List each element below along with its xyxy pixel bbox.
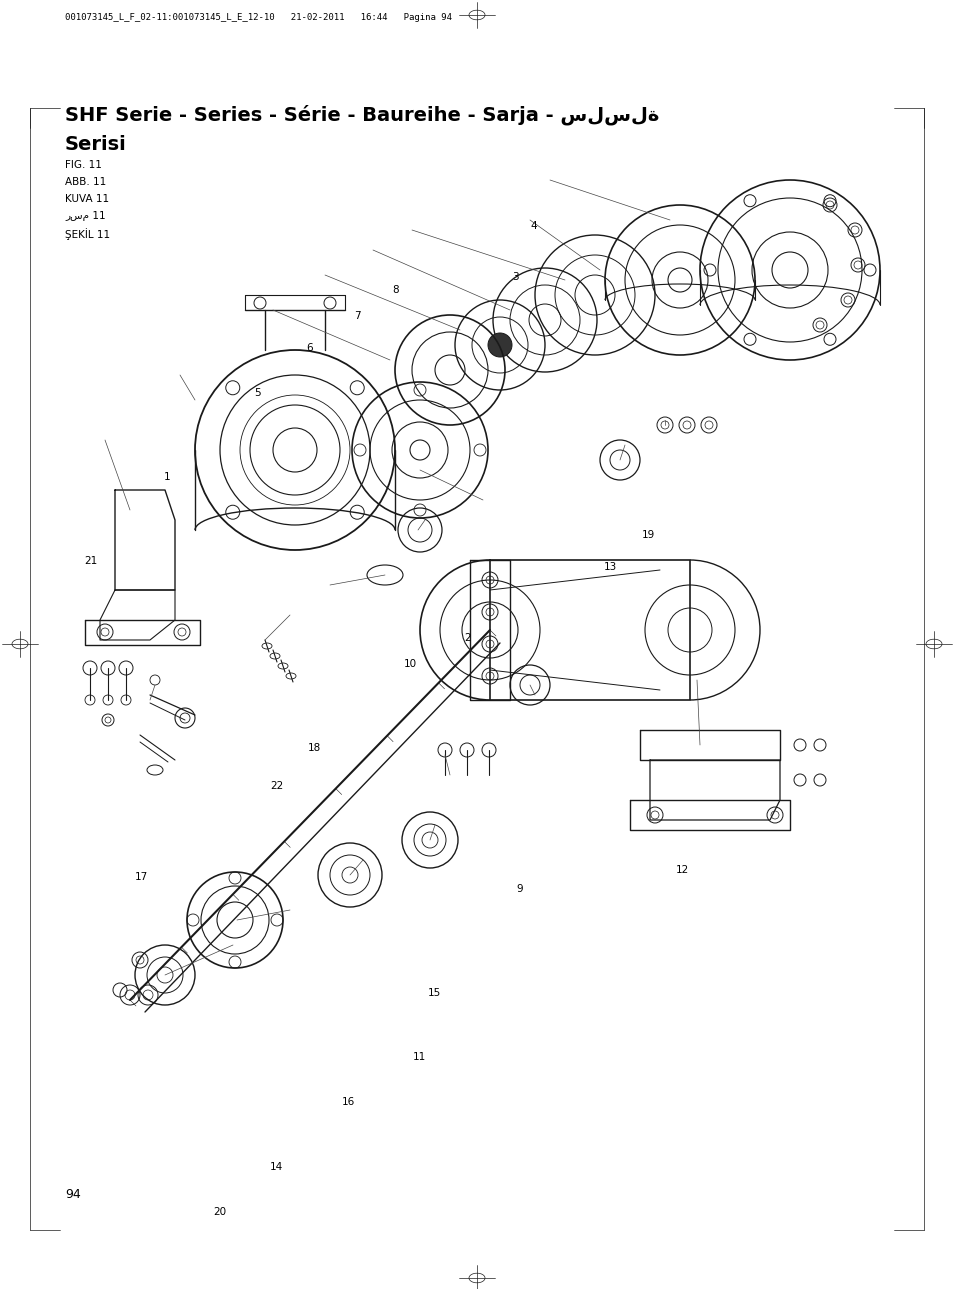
Text: ABB. 11: ABB. 11: [65, 177, 106, 187]
Ellipse shape: [488, 333, 512, 357]
Text: 21: 21: [84, 556, 97, 566]
Text: 6: 6: [307, 343, 313, 353]
Text: ŞEKİL 11: ŞEKİL 11: [65, 228, 110, 240]
Text: 2: 2: [464, 633, 470, 643]
Text: FIG. 11: FIG. 11: [65, 160, 102, 170]
Text: 11: 11: [413, 1052, 426, 1062]
Text: 7: 7: [355, 311, 360, 321]
Text: 9: 9: [517, 884, 522, 895]
Text: 22: 22: [270, 781, 283, 791]
Text: 5: 5: [254, 388, 260, 398]
Text: 13: 13: [603, 562, 617, 572]
Text: 15: 15: [427, 987, 440, 998]
Text: 1: 1: [164, 472, 170, 482]
Text: 8: 8: [393, 285, 398, 295]
Text: 16: 16: [341, 1097, 355, 1107]
Text: رسم 11: رسم 11: [65, 211, 106, 220]
Text: 19: 19: [641, 530, 655, 540]
Text: 12: 12: [675, 865, 688, 875]
Text: 4: 4: [531, 220, 537, 231]
Text: 001073145_L_F_02-11:001073145_L_E_12-10   21-02-2011   16:44   Pagina 94: 001073145_L_F_02-11:001073145_L_E_12-10 …: [65, 13, 452, 22]
Text: 94: 94: [65, 1188, 81, 1201]
Text: 3: 3: [512, 272, 517, 282]
Text: 18: 18: [308, 742, 321, 753]
Text: 10: 10: [403, 659, 416, 669]
Text: 20: 20: [213, 1207, 226, 1217]
Text: SHF Serie - Series - Série - Baureihe - Sarja - سلسلة: SHF Serie - Series - Série - Baureihe - …: [65, 104, 659, 125]
Text: 17: 17: [134, 871, 148, 882]
Text: Serisi: Serisi: [65, 135, 127, 153]
Text: 14: 14: [270, 1161, 283, 1172]
Text: KUVA 11: KUVA 11: [65, 195, 109, 204]
